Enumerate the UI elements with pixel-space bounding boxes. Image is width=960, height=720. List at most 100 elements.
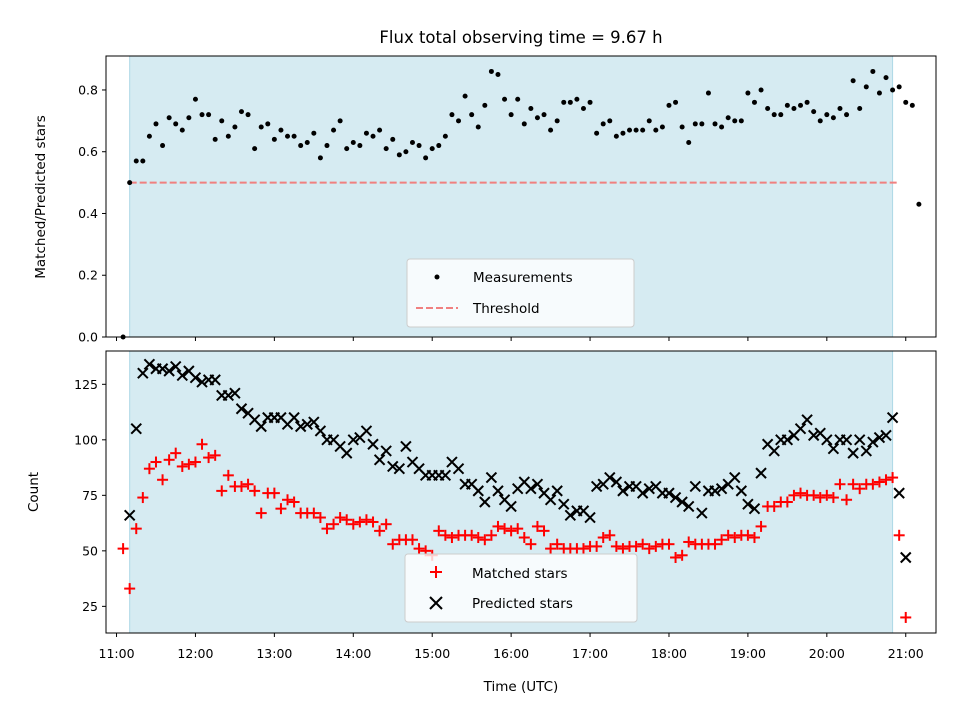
ratio-panel-frame: [105, 55, 937, 338]
measurement-point: [482, 102, 488, 108]
matched-stars-point: [814, 492, 826, 504]
count-x-tick-label: 12:00: [177, 646, 213, 661]
measurement-point: [817, 118, 823, 124]
measurement-point: [587, 99, 593, 105]
measurement-point: [863, 84, 869, 90]
predicted-stars-point: [301, 418, 313, 430]
predicted-stars-point: [163, 365, 175, 377]
predicted-stars-point: [360, 425, 373, 437]
matched-stars-point: [163, 454, 175, 466]
count-x-tick-label: 18:00: [651, 646, 687, 661]
matched-stars-point: [610, 540, 622, 552]
matched-stars-point: [255, 507, 267, 519]
measurement-point: [732, 118, 738, 124]
predicted-stars-point: [840, 434, 853, 446]
measurement-point: [298, 143, 304, 149]
matched-stars-point: [768, 500, 780, 512]
predicted-legend-label: Predicted stars: [472, 596, 573, 612]
matched-stars-point: [308, 507, 320, 519]
matched-stars-point: [821, 489, 833, 501]
matched-stars-point: [222, 469, 234, 481]
measurement-point: [383, 146, 389, 152]
matched-stars-point: [170, 447, 182, 459]
measurement-point: [712, 121, 718, 127]
matched-stars-point: [413, 543, 425, 555]
measurement-point: [778, 112, 784, 118]
predicted-stars-point: [347, 434, 359, 446]
predicted-stars-point: [229, 387, 241, 399]
ratio-y-tick-label: 0.8: [78, 82, 98, 97]
predicted-stars-point: [715, 482, 728, 495]
predicted-stars-point: [794, 423, 807, 435]
measurement-point: [153, 121, 159, 127]
matched-stars-point: [472, 532, 484, 544]
predicted-stars-point: [827, 442, 840, 455]
matched-stars-point: [137, 492, 149, 504]
matched-stars-point: [505, 525, 517, 537]
matched-stars-point: [742, 529, 754, 541]
measurement-point: [916, 201, 922, 207]
matched-stars-point: [334, 512, 346, 524]
measurement-point: [798, 102, 804, 108]
matched-stars-point: [867, 478, 879, 490]
matched-stars-point: [485, 529, 497, 541]
ratio-y-tick-label: 0.2: [78, 268, 98, 283]
measurement-point: [238, 109, 244, 115]
predicted-stars-point: [604, 471, 616, 484]
matched-stars-point: [722, 529, 734, 541]
measurement-point: [791, 105, 797, 111]
measurement-point: [219, 118, 225, 124]
matched-stars-point: [545, 543, 557, 555]
predicted-stars-point: [485, 471, 498, 484]
measurement-point: [600, 121, 606, 127]
measurement-point: [673, 99, 679, 105]
matched-stars-point: [282, 494, 294, 506]
measurement-point: [324, 143, 330, 149]
matched-stars-point: [781, 496, 793, 508]
measurement-point: [824, 112, 830, 118]
matched-stars-point: [406, 534, 418, 546]
matched-stars-point: [670, 552, 682, 564]
measurement-point: [692, 121, 698, 127]
measurement-point: [528, 105, 534, 111]
measurement-point: [699, 121, 705, 127]
measurement-point: [627, 127, 633, 133]
measurement-point: [666, 102, 672, 108]
measurement-point: [508, 112, 514, 118]
measurement-point: [291, 133, 297, 139]
measurement-point: [554, 118, 560, 124]
predicted-stars-point: [689, 480, 701, 493]
predicted-stars-point: [886, 411, 899, 424]
predicted-stars-point: [748, 502, 761, 515]
measurement-point: [909, 102, 915, 108]
predicted-legend-marker: [429, 596, 443, 610]
ratio-panel: Flux total observing time = 9.67 h 0.00.…: [33, 28, 937, 345]
matched-stars-point: [347, 518, 359, 530]
matched-stars-point: [433, 525, 445, 537]
measurement-point: [640, 127, 646, 133]
matched-stars-point: [275, 503, 287, 515]
predicted-stars-point: [373, 454, 386, 466]
measurement-point: [192, 96, 198, 102]
predicted-stars-point: [130, 423, 142, 435]
measurement-point: [804, 99, 810, 105]
measurement-point: [258, 124, 264, 130]
predicted-stars-point: [636, 487, 649, 499]
threshold-legend-label: Threshold: [472, 301, 540, 317]
count-series-layer: [117, 358, 912, 623]
predicted-stars-point: [439, 469, 452, 482]
predicted-stars-point: [492, 485, 504, 497]
predicted-stars-point: [452, 462, 465, 475]
measurement-point: [745, 90, 751, 96]
ratio-series-layer: [120, 68, 922, 340]
predicted-stars-point: [505, 500, 517, 513]
matched-stars-point: [827, 492, 839, 504]
chart-title: Flux total observing time = 9.67 h: [379, 28, 662, 47]
matched-stars-point: [716, 534, 728, 546]
measurement-point: [784, 102, 790, 108]
matched-stars-point: [531, 520, 543, 532]
matched-stars-point: [374, 525, 386, 537]
measurement-point: [495, 72, 501, 78]
measurement-point: [811, 109, 817, 115]
measurement-point: [488, 68, 494, 74]
